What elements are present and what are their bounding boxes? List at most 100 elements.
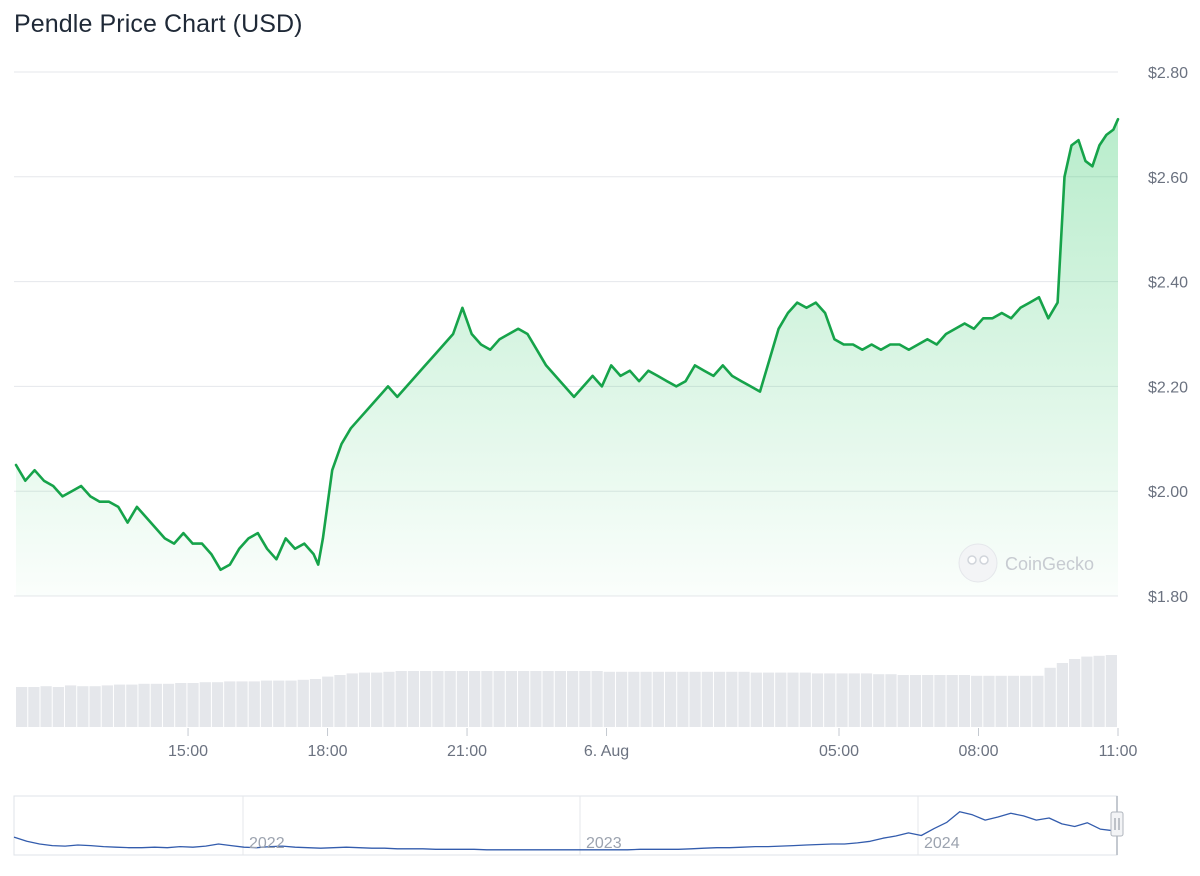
volume-bar [1044, 667, 1056, 727]
volume-bar [922, 675, 934, 727]
volume-bar [162, 683, 175, 727]
volume-bar [113, 684, 126, 727]
volume-bar [1081, 656, 1093, 727]
watermark-text: CoinGecko [1005, 554, 1094, 574]
volume-bar [273, 680, 285, 727]
volume-bar [873, 674, 885, 727]
volume-bar [444, 671, 456, 727]
volume-bar [199, 682, 211, 727]
volume-bar [530, 671, 542, 727]
volume-bar [309, 679, 322, 727]
volume-bar [77, 686, 89, 727]
volume-bar [811, 673, 824, 727]
volume-bar [481, 671, 493, 727]
x-tick-label: 11:00 [1099, 743, 1138, 760]
x-tick-label: 08:00 [958, 743, 998, 760]
volume-bar [28, 687, 40, 727]
volume-bar [518, 671, 530, 727]
volume-bar [664, 671, 677, 727]
volume-bar [713, 671, 726, 727]
volume-bar [897, 675, 909, 727]
price-line [14, 117, 1120, 572]
volume-bar [750, 672, 762, 727]
volume-bar [1032, 675, 1044, 727]
volume-bar [260, 680, 273, 727]
navigator-handle[interactable] [1110, 811, 1124, 837]
volume-bar [885, 674, 897, 727]
volume-bar [1093, 655, 1105, 727]
volume-bar [567, 671, 579, 727]
volume-bar [848, 673, 860, 727]
navigator-line [13, 811, 1114, 851]
y-tick-label: $2.80 [1148, 65, 1188, 82]
volume-bar [958, 675, 971, 727]
volume-bar [211, 682, 224, 727]
navigator-ticks: 2022 2023 2024 [249, 835, 960, 852]
volume-bar [762, 672, 775, 727]
y-axis-ticks: $1.80 $2.00 $2.20 $2.40 $2.60 $2.80 [1148, 65, 1188, 606]
navigator-series-line [13, 811, 1114, 851]
volume-bar [1105, 655, 1117, 727]
coingecko-logo-icon [958, 543, 998, 583]
price-area-fill [16, 119, 1118, 596]
y-tick-label: $2.00 [1148, 484, 1188, 501]
volume-bar [346, 673, 358, 727]
volume-bar [579, 671, 591, 727]
volume-bar [934, 675, 946, 727]
volume-bar [297, 679, 309, 727]
volume-bar [1056, 663, 1069, 727]
volume-bar [603, 671, 615, 727]
volume-bar [64, 685, 77, 727]
y-tick-label: $2.20 [1148, 379, 1188, 396]
x-tick-label: 18:00 [308, 743, 348, 760]
volume-bar [89, 686, 101, 727]
navigator-tick-label: 2023 [586, 835, 622, 852]
volume-bar [224, 681, 236, 727]
volume-bar [358, 672, 371, 727]
volume-bar [615, 671, 628, 727]
navigator[interactable]: 2022 2023 2024 [13, 795, 1124, 856]
volume-bar [640, 671, 652, 727]
navigator-tick-label: 2022 [249, 835, 285, 852]
volume-bar [456, 671, 469, 727]
volume-bar [983, 675, 995, 727]
navigator-grid [242, 796, 919, 855]
volume-bar [836, 673, 848, 727]
navigator-tick-label: 2024 [924, 835, 960, 852]
volume-bar [775, 672, 787, 727]
volume-bar [248, 681, 260, 727]
volume-bar [824, 673, 836, 727]
volume-bar [420, 671, 432, 727]
volume-bar [138, 683, 150, 727]
volume-bar [726, 671, 738, 727]
volume-bar [187, 683, 199, 727]
volume-bar [1007, 675, 1020, 727]
volume-bar [126, 684, 138, 727]
volume-bar [689, 671, 701, 727]
y-tick-label: $1.80 [1148, 589, 1188, 606]
volume-bar [175, 683, 187, 727]
coingecko-watermark: CoinGecko [958, 543, 1094, 583]
volume-bar [1069, 659, 1081, 727]
navigator-frame [13, 795, 1118, 856]
volume-bar [505, 671, 518, 727]
volume-bar [236, 681, 248, 727]
volume-bar [101, 685, 113, 727]
y-tick-label: $2.40 [1148, 275, 1188, 292]
volume-bar [971, 675, 983, 727]
x-tick-label: 15:00 [168, 743, 208, 760]
volume-bar [40, 686, 52, 727]
volume-bar [799, 672, 811, 727]
volume-bar [334, 675, 346, 727]
volume-bar [407, 671, 420, 727]
volume-bar [909, 675, 922, 727]
x-axis-ticks: 15:00 18:00 21:00 6. Aug 05:00 08:00 11:00 [168, 728, 1138, 760]
volume-bar [52, 687, 64, 727]
volume-bar [787, 672, 799, 727]
volume-bar [1020, 675, 1032, 727]
x-tick-label: 6. Aug [584, 743, 629, 760]
volume-bar [946, 675, 958, 727]
volume-bar [591, 671, 603, 727]
volume-bar [628, 671, 640, 727]
volume-bar [701, 671, 713, 727]
